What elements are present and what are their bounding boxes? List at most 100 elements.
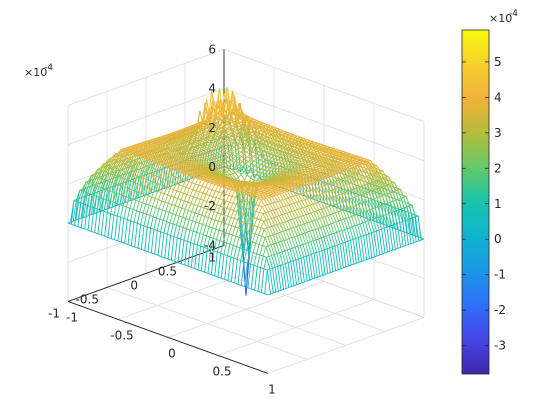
mesh-edge [222,145,226,149]
mesh-edge [260,145,265,148]
mesh-edge [272,160,277,163]
mesh-edge [83,203,88,206]
mesh-edge [289,154,293,163]
mesh-edge [250,177,255,181]
mesh-edge [211,125,216,129]
mesh-edge [208,91,213,113]
mesh-edge [200,140,205,144]
mesh-edge [213,118,217,123]
mesh-edge [213,145,218,150]
mesh-edge [287,144,292,147]
mesh-edge [275,145,280,148]
mesh-edge [130,180,135,184]
mesh-edge [235,126,240,130]
mesh-edge [123,167,128,175]
mesh-edge [237,147,241,151]
mesh-edge [227,167,231,170]
mesh-edge [395,247,399,250]
mesh-edge [244,174,248,181]
mesh-edge [238,174,242,178]
mesh-edge [210,147,215,151]
mesh-edge [278,146,283,149]
mesh-edge [164,140,169,146]
mesh-edge [234,149,238,153]
mesh-edge [186,139,191,142]
mesh-edge [262,129,267,132]
mesh-edge [95,185,100,188]
mesh-edge [215,127,219,130]
mesh-edge [253,127,258,130]
mesh-edge [266,146,271,150]
mesh-edge [276,137,281,140]
mesh-edge [86,192,91,195]
mesh-edge [265,130,270,133]
mesh-edge [264,169,269,171]
mesh-edge [230,94,235,100]
mesh-edge [232,111,237,118]
mesh-edge [247,154,251,158]
mesh-edge [232,128,237,131]
mesh-edge [250,126,254,129]
mesh-edge [241,138,245,141]
mesh-edge [243,149,248,153]
mesh-edge [259,127,263,131]
mesh-edge [265,141,270,144]
mesh-edge [217,99,223,117]
mesh-edge [219,147,224,151]
mesh-edge [284,143,288,146]
mesh-edge [398,197,402,200]
mesh-edge [187,141,192,145]
mesh-edge [189,128,194,132]
mesh-edge [252,138,257,141]
mesh-edge [272,147,277,150]
mesh-edge [207,130,212,134]
mesh-edge [264,148,268,152]
mesh-edge [243,136,248,139]
mesh-edge [206,141,211,145]
mesh-edge [240,124,245,127]
mesh-edge [201,130,206,133]
mesh-edge [193,143,197,147]
mesh-edge [207,121,212,124]
mesh-edge [212,142,217,146]
mesh-edge [232,153,236,157]
mesh-edge [228,120,232,123]
mesh-edge [353,172,357,179]
mesh-edge [270,134,274,138]
mesh-edge [245,147,250,151]
mesh-edge [233,141,237,144]
mesh-edge [225,135,230,139]
mesh-edge [275,134,280,137]
mesh-edge [120,169,124,172]
mesh-edge [148,172,153,195]
mesh-edge [245,145,249,149]
mesh-edge [251,145,255,149]
mesh-edge [275,131,279,135]
mesh-edge [273,151,278,154]
mesh-edge [245,141,249,145]
mesh-edge [240,108,245,115]
mesh-edge [224,142,228,145]
mesh-edge [67,222,72,225]
mesh-edge [195,129,200,133]
mesh-edge [238,125,242,129]
mesh-edge [192,140,197,143]
mesh-edge [228,121,232,125]
mesh-edge [400,196,404,199]
mesh-edge [403,245,406,247]
mesh-edge [269,131,273,135]
mesh-edge [405,196,410,207]
mesh-edge [249,136,254,140]
mesh-edge [209,100,214,113]
mesh-edge [239,141,243,145]
mesh-edge [255,136,260,139]
mesh-edge [219,88,224,112]
mesh-edge [257,131,262,135]
mesh-edge [205,125,210,128]
mesh-edge [223,126,228,129]
mesh-edge [268,153,272,164]
mesh-edge [250,139,255,143]
mesh-edge [365,182,370,190]
mesh-edge [79,189,84,192]
mesh-edge [243,123,248,126]
